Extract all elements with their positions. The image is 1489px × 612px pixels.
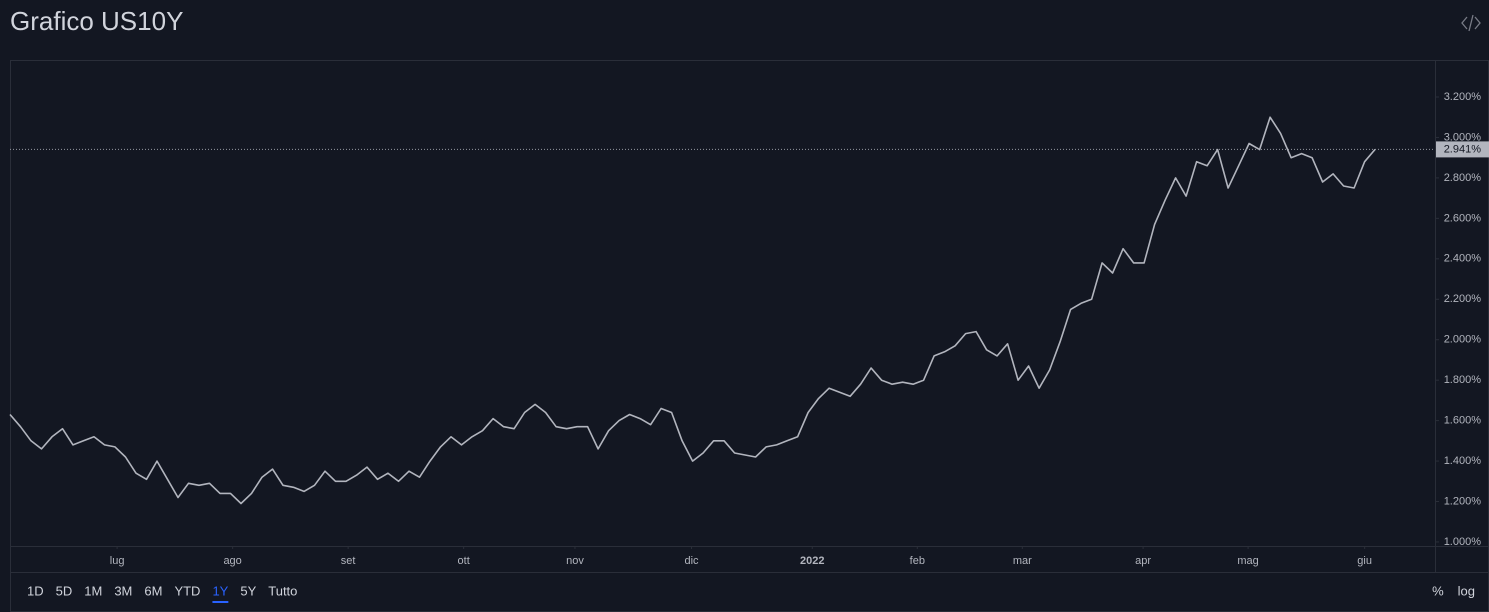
y-tick-label: 1.200% (1444, 495, 1482, 507)
range-button[interactable]: Tutto (268, 583, 297, 598)
y-tick-label: 2.400% (1444, 253, 1482, 265)
x-tick-label: dic (684, 555, 699, 567)
x-tick-label: ago (223, 555, 241, 567)
range-button[interactable]: 5D (56, 583, 73, 598)
x-tick-label: mag (1237, 555, 1258, 567)
y-tick-label: 1.600% (1444, 415, 1482, 427)
y-tick-label: 1.800% (1444, 374, 1482, 386)
scale-option[interactable]: log (1458, 583, 1475, 598)
y-tick-label: 3.200% (1444, 91, 1482, 103)
embed-icon[interactable] (1461, 14, 1481, 32)
last-price-box (1436, 141, 1489, 158)
y-tick-label: 2.000% (1444, 334, 1482, 346)
scale-option[interactable]: % (1432, 583, 1444, 598)
x-tick-label: nov (566, 555, 584, 567)
panel-border (10, 60, 1489, 612)
y-tick-label: 3.000% (1444, 131, 1482, 143)
x-tick-label: feb (910, 555, 925, 567)
range-button[interactable]: 3M (114, 583, 132, 598)
x-tick-label: set (341, 555, 356, 567)
chart-title: Grafico US10Y (10, 6, 183, 36)
y-tick-label: 2.800% (1444, 172, 1482, 184)
price-line (9, 116, 1376, 505)
y-tick-label: 1.000% (1444, 536, 1482, 548)
embed-glyph (1461, 14, 1481, 32)
range-button[interactable]: 6M (144, 583, 162, 598)
range-button[interactable]: 5Y (240, 583, 256, 598)
last-price-label: 2.941% (1444, 143, 1482, 155)
x-tick-label: lug (110, 555, 125, 567)
range-button[interactable]: 1Y (212, 583, 228, 598)
x-tick-label: ott (458, 555, 470, 567)
x-tick-label: apr (1135, 555, 1151, 567)
x-tick-label: 2022 (800, 555, 824, 567)
x-tick-label: mar (1013, 555, 1032, 567)
range-button[interactable]: 1M (84, 583, 102, 598)
range-button[interactable]: 1D (27, 583, 44, 598)
y-tick-label: 2.200% (1444, 293, 1482, 305)
range-button[interactable]: YTD (174, 583, 200, 598)
y-tick-label: 1.400% (1444, 455, 1482, 467)
x-tick-label: giu (1357, 555, 1372, 567)
y-tick-label: 2.600% (1444, 212, 1482, 224)
